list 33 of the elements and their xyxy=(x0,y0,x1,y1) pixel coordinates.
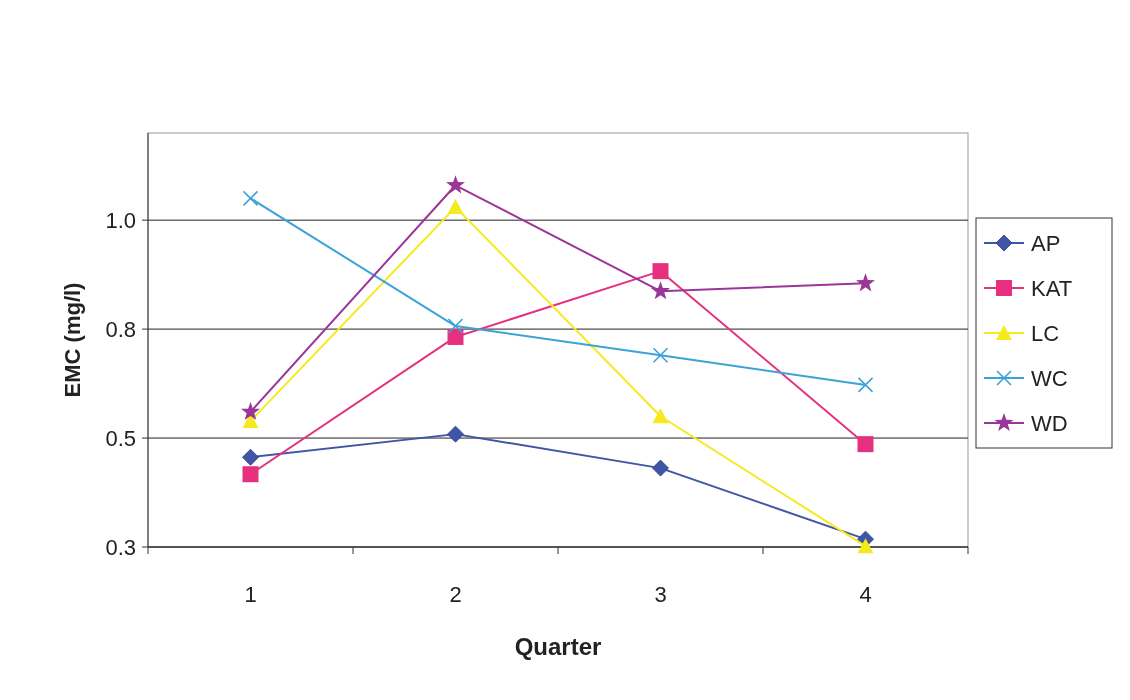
y-axis-title: EMC (mg/l) xyxy=(60,282,85,398)
point xyxy=(447,328,464,345)
point xyxy=(855,273,876,292)
x-tick-label: 4 xyxy=(859,582,872,607)
point xyxy=(652,408,669,424)
x-axis-title: Quarter xyxy=(514,633,602,660)
point xyxy=(857,436,874,453)
point xyxy=(242,190,259,207)
point xyxy=(650,281,671,300)
point xyxy=(242,466,259,483)
point xyxy=(447,199,464,215)
legend-label: AP xyxy=(1031,230,1061,256)
point xyxy=(242,448,259,466)
y-tick-label: 0.3 xyxy=(105,534,136,560)
point xyxy=(857,377,874,393)
point xyxy=(857,538,874,554)
y-tick-label: 1.0 xyxy=(105,207,136,233)
x-tick-label: 3 xyxy=(654,582,667,607)
point xyxy=(447,425,464,443)
point xyxy=(652,459,669,477)
legend-label: KAT xyxy=(1031,275,1073,301)
legend-label: LC xyxy=(1031,320,1060,346)
point xyxy=(445,175,466,194)
point xyxy=(652,263,669,280)
x-tick-label: 1 xyxy=(244,582,257,607)
point xyxy=(447,318,464,334)
legend-label: WC xyxy=(1031,365,1068,391)
x-tick-label: 2 xyxy=(449,582,462,607)
y-tick-label: 0.8 xyxy=(105,316,136,342)
legend-label: WD xyxy=(1031,410,1068,436)
y-tick-label: 0.5 xyxy=(105,425,136,451)
point xyxy=(652,347,669,364)
point xyxy=(240,401,261,420)
